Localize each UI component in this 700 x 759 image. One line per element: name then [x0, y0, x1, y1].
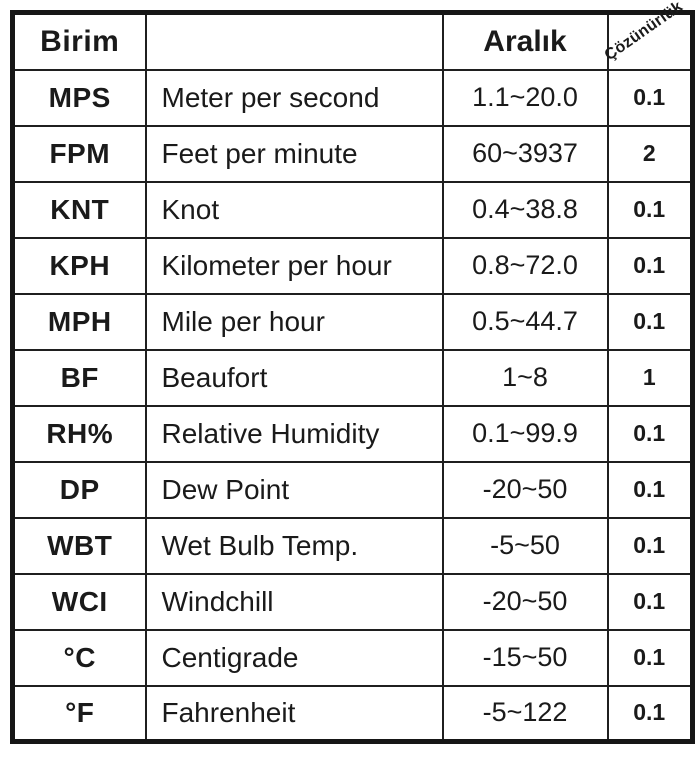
range-cell: 0.1~99.9: [441, 404, 609, 463]
description-cell: Meter per second: [144, 68, 444, 127]
header-unit: Birim: [11, 11, 147, 71]
description-cell: Relative Humidity: [144, 404, 444, 463]
unit-cell: RH%: [11, 404, 147, 463]
range-cell: 1.1~20.0: [441, 68, 609, 127]
unit-cell: KNT: [11, 180, 147, 239]
unit-specification-table: Birim Aralık Çözünürlük MPS Meter per se…: [10, 0, 695, 744]
unit-cell: DP: [11, 460, 147, 519]
range-cell: -20~50: [441, 572, 609, 631]
range-cell: -5~122: [441, 684, 609, 743]
description-cell: Knot: [144, 180, 444, 239]
header-resolution: Çözünürlük: [601, 0, 694, 71]
resolution-cell: 0.1: [606, 684, 694, 743]
header-resolution-label: Çözünürlük: [601, 0, 686, 64]
table-row: MPH Mile per hour 0.5~44.7 0.1: [11, 292, 694, 351]
unit-cell: °F: [11, 684, 147, 743]
resolution-cell: 0.1: [606, 236, 694, 295]
table-body: MPS Meter per second 1.1~20.0 0.1 FPM Fe…: [11, 68, 694, 743]
unit-cell: WCI: [11, 572, 147, 631]
resolution-cell: 0.1: [606, 404, 694, 463]
table-row: WCI Windchill -20~50 0.1: [11, 572, 694, 631]
resolution-cell: 1: [606, 348, 694, 407]
unit-cell: WBT: [11, 516, 147, 575]
description-cell: Dew Point: [144, 460, 444, 519]
unit-cell: °C: [11, 628, 147, 687]
resolution-cell: 0.1: [606, 68, 694, 127]
table-row: BF Beaufort 1~8 1: [11, 348, 694, 407]
table-row: DP Dew Point -20~50 0.1: [11, 460, 694, 519]
resolution-cell: 0.1: [606, 516, 694, 575]
table-row: RH% Relative Humidity 0.1~99.9 0.1: [11, 404, 694, 463]
table-row: MPS Meter per second 1.1~20.0 0.1: [11, 68, 694, 127]
description-cell: Beaufort: [144, 348, 444, 407]
description-cell: Mile per hour: [144, 292, 444, 351]
description-cell: Kilometer per hour: [144, 236, 444, 295]
spec-table-container: Birim Aralık Çözünürlük MPS Meter per se…: [10, 0, 695, 744]
header-row: Birim Aralık Çözünürlük: [11, 0, 694, 71]
resolution-cell: 2: [606, 124, 694, 183]
unit-cell: BF: [11, 348, 147, 407]
description-cell: Windchill: [144, 572, 444, 631]
table-row: KPH Kilometer per hour 0.8~72.0 0.1: [11, 236, 694, 295]
range-cell: 60~3937: [441, 124, 609, 183]
range-cell: 1~8: [441, 348, 609, 407]
range-cell: -20~50: [441, 460, 609, 519]
range-cell: -15~50: [441, 628, 609, 687]
resolution-cell: 0.1: [606, 628, 694, 687]
resolution-cell: 0.1: [606, 572, 694, 631]
description-cell: Feet per minute: [144, 124, 444, 183]
table-row: WBT Wet Bulb Temp. -5~50 0.1: [11, 516, 694, 575]
description-cell: Wet Bulb Temp.: [144, 516, 444, 575]
table-row: °C Centigrade -15~50 0.1: [11, 628, 694, 687]
range-cell: 0.8~72.0: [441, 236, 609, 295]
header-description: [144, 11, 444, 71]
table-row: °F Fahrenheit -5~122 0.1: [11, 684, 694, 743]
range-cell: 0.4~38.8: [441, 180, 609, 239]
resolution-cell: 0.1: [606, 460, 694, 519]
range-cell: -5~50: [441, 516, 609, 575]
description-cell: Fahrenheit: [144, 684, 444, 743]
range-cell: 0.5~44.7: [441, 292, 609, 351]
unit-cell: MPH: [11, 292, 147, 351]
header-range: Aralık: [441, 11, 609, 71]
resolution-cell: 0.1: [606, 292, 694, 351]
unit-cell: FPM: [11, 124, 147, 183]
table-row: FPM Feet per minute 60~3937 2: [11, 124, 694, 183]
unit-cell: MPS: [11, 68, 147, 127]
description-cell: Centigrade: [144, 628, 444, 687]
table-row: KNT Knot 0.4~38.8 0.1: [11, 180, 694, 239]
resolution-cell: 0.1: [606, 180, 694, 239]
unit-cell: KPH: [11, 236, 147, 295]
